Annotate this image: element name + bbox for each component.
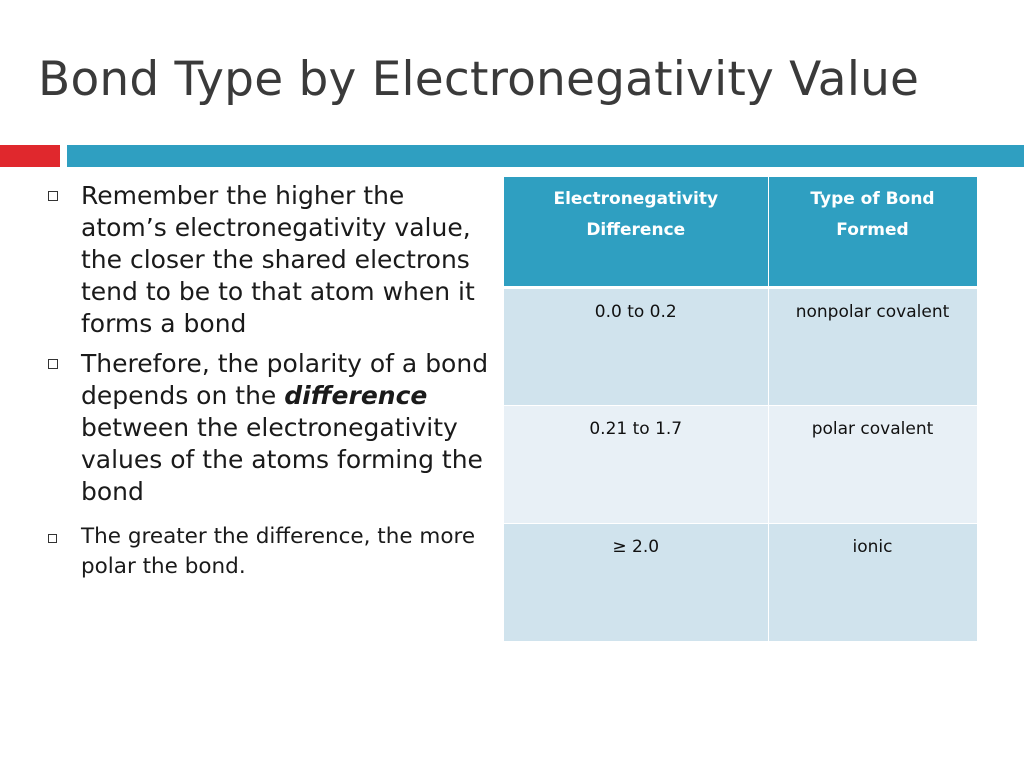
bond-type-table: Electronegativity Difference Type of Bon… (504, 177, 978, 642)
bullet-text: Remember the higher the atom’s electrone… (81, 181, 475, 338)
difference-cell: 0.0 to 0.2 (504, 287, 769, 406)
bond-type-cell: polar covalent (768, 405, 978, 524)
bullet-item: Therefore, the polarity of a bond depend… (44, 348, 494, 508)
bullet-text-after: between the electronegativity values of … (81, 413, 483, 506)
table-row: 0.21 to 1.7 polar covalent (504, 405, 978, 524)
bullet-item: Remember the higher the atom’s electrone… (44, 180, 494, 340)
table-row: 0.0 to 0.2 nonpolar covalent (504, 287, 978, 406)
difference-cell: ≥ 2.0 (504, 523, 769, 642)
accent-bar-blue (67, 145, 1024, 167)
bullet-emphasis: difference (284, 381, 428, 410)
table-row: ≥ 2.0 ionic (504, 523, 978, 642)
square-bullet-icon (48, 534, 57, 543)
difference-cell: 0.21 to 1.7 (504, 405, 769, 524)
header-electronegativity-difference: Electronegativity Difference (504, 177, 769, 289)
header-type-of-bond: Type of Bond Formed (768, 177, 978, 289)
slide-title: Bond Type by Electronegativity Value (38, 52, 920, 107)
square-bullet-icon (48, 359, 58, 369)
bullet-item: The greater the difference, the more pol… (44, 522, 494, 582)
accent-bar-red (0, 145, 60, 167)
bond-type-cell: ionic (768, 523, 978, 642)
bullet-text-before: Therefore, the polarity of a bond depend… (81, 349, 489, 410)
square-bullet-icon (48, 191, 58, 201)
bullet-list: Remember the higher the atom’s electrone… (44, 180, 494, 590)
bond-type-cell: nonpolar covalent (768, 287, 978, 406)
table-header-row: Electronegativity Difference Type of Bon… (504, 177, 978, 289)
bullet-text: The greater the difference, the more pol… (81, 524, 476, 579)
